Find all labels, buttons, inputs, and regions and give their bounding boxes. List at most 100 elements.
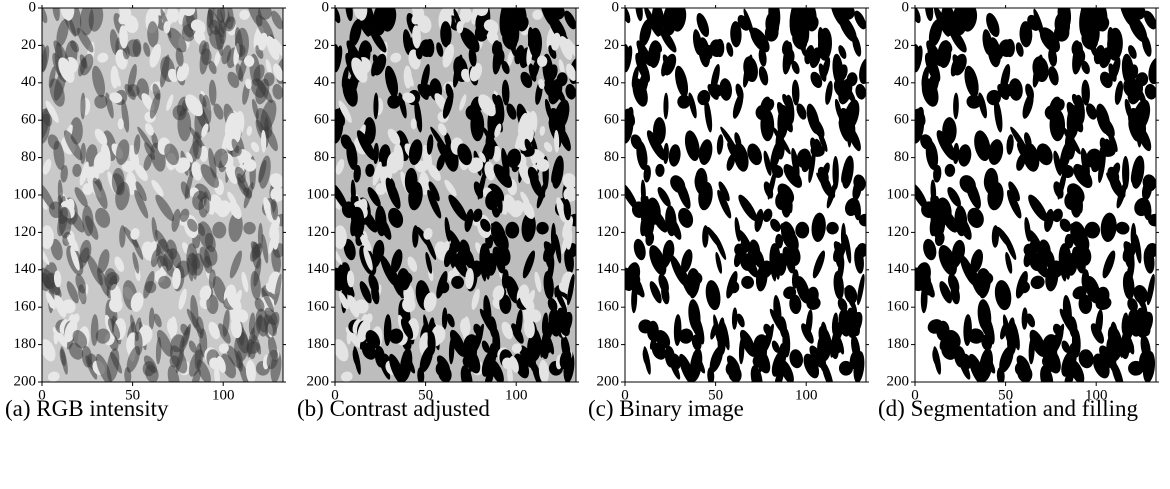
texture [179, 208, 190, 223]
texture [565, 63, 576, 81]
texture [208, 147, 217, 179]
texture [566, 38, 576, 60]
texture [481, 340, 490, 353]
texture [390, 52, 402, 63]
texture [246, 125, 253, 136]
texture [1134, 234, 1142, 264]
texture [782, 41, 793, 75]
y-tick-label: 80 [314, 149, 329, 165]
texture [520, 191, 530, 206]
texture [858, 213, 866, 227]
texture [663, 8, 677, 36]
texture [224, 16, 236, 32]
texture [221, 45, 232, 65]
texture [478, 94, 496, 117]
texture [474, 323, 484, 349]
texture [440, 21, 452, 48]
texture [659, 27, 677, 53]
texture [446, 313, 455, 328]
texture [515, 309, 523, 337]
texture [1069, 359, 1085, 382]
y-tick-label: 40 [604, 74, 619, 90]
texture [417, 15, 432, 34]
texture [127, 64, 137, 93]
texture [57, 179, 63, 205]
texture [844, 234, 852, 264]
texture [85, 215, 99, 240]
texture [1008, 181, 1020, 202]
texture [1081, 19, 1095, 35]
texture [1017, 364, 1033, 382]
texture [750, 365, 763, 382]
texture [373, 92, 379, 120]
texture [484, 161, 496, 181]
texture [649, 335, 657, 350]
texture [149, 43, 162, 68]
texture [754, 208, 764, 232]
texture [208, 321, 220, 340]
texture [554, 129, 560, 153]
texture [176, 63, 190, 82]
y-tick-label: 60 [604, 112, 619, 128]
texture [365, 330, 381, 349]
texture [42, 339, 56, 362]
texture [460, 318, 471, 336]
texture [479, 151, 486, 163]
texture [643, 164, 651, 183]
texture [363, 40, 373, 53]
texture [994, 99, 1003, 133]
texture [98, 249, 110, 274]
texture [227, 71, 240, 89]
texture [915, 182, 928, 210]
texture [346, 270, 355, 288]
texture [459, 94, 467, 111]
y-tick-label: 120 [14, 224, 37, 240]
texture [1141, 179, 1153, 201]
texture [151, 179, 164, 197]
texture [1074, 94, 1085, 125]
texture [243, 158, 257, 172]
texture [834, 241, 844, 269]
texture [1061, 340, 1070, 353]
texture [826, 221, 839, 235]
texture [1031, 252, 1049, 278]
texture [247, 8, 263, 27]
texture [372, 161, 382, 186]
texture [852, 179, 862, 201]
texture [925, 140, 939, 170]
texture [639, 19, 652, 47]
x-tick-label: 100 [212, 387, 235, 403]
texture [821, 56, 831, 81]
texture [501, 321, 513, 340]
texture [216, 356, 226, 373]
texture [456, 21, 464, 34]
texture [192, 190, 207, 211]
texture [734, 132, 742, 149]
texture [967, 207, 984, 228]
texture [185, 94, 203, 117]
texture [385, 177, 401, 209]
texture [52, 8, 60, 22]
texture [351, 57, 368, 83]
texture [764, 323, 774, 349]
texture [976, 268, 992, 291]
texture [247, 338, 256, 360]
texture [167, 27, 187, 53]
texture [104, 268, 118, 291]
texture [241, 271, 249, 293]
texture [359, 234, 372, 252]
texture [832, 155, 839, 190]
texture [1119, 338, 1130, 360]
texture [915, 108, 926, 127]
texture [168, 68, 179, 82]
texture [743, 54, 753, 88]
texture [1042, 355, 1054, 368]
texture [965, 177, 981, 209]
texture [258, 32, 268, 51]
texture [771, 349, 787, 377]
texture [771, 253, 784, 270]
texture [153, 313, 162, 328]
texture [558, 59, 565, 75]
texture [1114, 80, 1124, 105]
texture [521, 117, 534, 144]
